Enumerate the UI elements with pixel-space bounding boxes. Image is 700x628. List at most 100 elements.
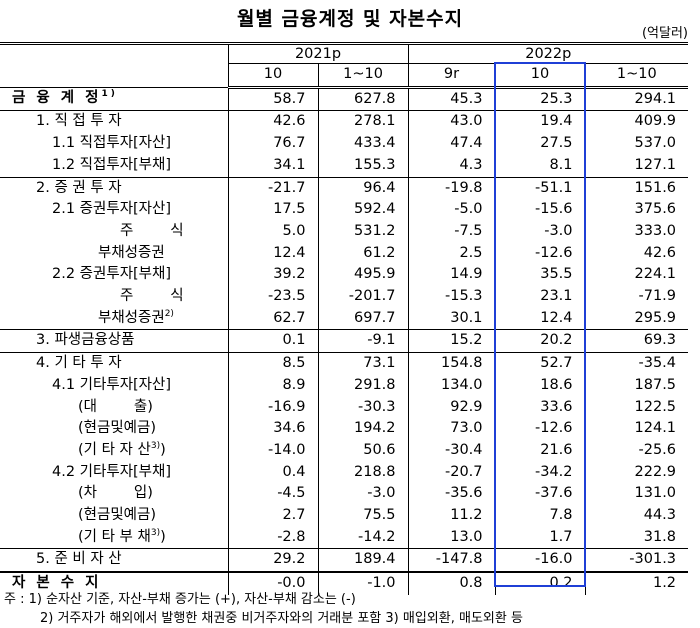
cell: 11.2 [407,505,496,527]
cell: 43.0 [407,110,496,134]
cell: 30.1 [407,307,496,331]
label-text: 주 식 [120,288,184,305]
label-text: 부채성증권 [98,309,165,326]
cell: 52.7 [494,352,586,375]
cell: -37.6 [494,483,586,506]
cell: -34.2 [494,461,586,484]
cell: 0.2 [494,572,586,595]
corner [0,42,228,88]
cell: 12.4 [494,307,586,331]
cell: 45.3 [407,87,496,112]
label-text: (기 타 부 채 [78,528,151,545]
cell: 433.4 [317,133,409,155]
table-row: 부채성증권2) 62.7 697.7 30.1 12.4 295.9 [0,307,689,331]
label-text: 4. 기 타 투 자 [36,355,122,372]
cell: 375.6 [584,199,689,221]
row-label: 4.1 기타투자[자산] [0,375,228,397]
label-text: 금 융 계 정 [12,90,102,107]
table-row: 1. 직 접 투 자 42.6 278.1 43.0 19.4 409.9 [0,110,689,134]
cell: -71.9 [584,286,689,308]
table-row: 4.1 기타투자[자산] 8.9 291.8 134.0 18.6 187.5 [0,374,689,397]
cell: -35.6 [407,483,496,506]
label-text: 1. 직 접 투 자 [36,113,122,130]
cell: -16.9 [227,396,318,419]
cell: 495.9 [317,264,409,287]
cell: -14.2 [317,526,409,550]
cell: 2.7 [227,505,318,527]
cell: 154.8 [407,352,496,375]
cell: 697.7 [317,307,409,331]
row-label: 금 융 계 정1) [0,87,228,112]
cell: 44.3 [584,505,689,527]
column-header: 9r [407,63,496,89]
row-label: 4.2 기타투자[부채] [0,462,228,484]
table-row: (기 타 자 산3)) -14.0 50.6 -30.4 21.6 -25.6 [0,439,689,462]
label-text: 4.1 기타투자[자산] [52,376,172,393]
label-text: (현금및예금) [78,420,157,437]
cell: -35.4 [584,352,689,375]
cell: 21.6 [494,439,586,462]
cell: -3.0 [317,483,409,506]
cell: 189.4 [317,548,409,574]
cell: 12.4 [227,242,318,265]
cell: 409.9 [584,110,689,134]
cell: 537.0 [584,133,689,155]
cell: -12.6 [494,242,586,265]
cell: 25.3 [494,87,586,112]
label-text: 1.1 직접투자[자산] [52,135,172,152]
table-row: (현금및예금) 34.6 194.2 73.0 -12.6 124.1 [0,418,689,440]
cell: 333.0 [584,220,689,243]
label-text: 5. 준 비 자 산 [36,551,122,568]
footnote: 주 : 1) 순자산 기준, 자산-부채 증가는 (+), 자산-부채 감소는 … [4,592,356,607]
cell: 61.2 [317,242,409,265]
table-row: (차 입) -4.5 -3.0 -35.6 -37.6 131.0 [0,483,689,506]
cell: 20.2 [494,329,586,354]
cell: 5.0 [227,220,318,243]
cell: 291.8 [317,374,409,397]
footnote-ref: 2) [164,308,174,319]
cell: -30.3 [317,396,409,419]
cell: 124.1 [584,418,689,440]
cell: 92.9 [407,396,496,419]
table-row: (기 타 부 채3)) -2.8 -14.2 13.0 1.7 31.8 [0,526,689,550]
cell: 8.9 [227,374,318,397]
cell: -3.0 [494,220,586,243]
row-label: 2.2 증권투자[부채] [0,264,228,286]
cell: -4.5 [227,483,318,506]
table-row: 주 식 5.0 531.2 -7.5 -3.0 333.0 [0,220,689,243]
table-row: 3. 파생금융상품 0.1 -9.1 15.2 20.2 69.3 [0,329,689,354]
cell: 34.1 [227,154,318,178]
cell: -20.7 [407,461,496,484]
cell: 151.6 [584,177,689,200]
cell: -201.7 [317,286,409,308]
label-text: (대 출) [78,398,153,415]
label-text: 주 식 [120,222,184,239]
row-label: 부채성증권 [0,243,228,265]
column-header: 1~10 [584,63,689,89]
cell: -2.8 [227,526,318,550]
cell: 23.1 [494,286,586,308]
table-row: 2.2 증권투자[부채] 39.2 495.9 14.9 35.5 224.1 [0,264,689,287]
cell: 8.5 [227,352,318,375]
cell: 134.0 [407,374,496,397]
table-row: 5. 준 비 자 산 29.2 189.4 -147.8 -16.0 -301.3 [0,548,689,574]
footnote-ref: 3) [150,527,161,538]
table-row: (대 출) -16.9 -30.3 92.9 33.6 122.5 [0,396,689,419]
cell: 0.8 [407,572,496,595]
cell: 222.9 [584,461,689,484]
label-text: (차 입) [78,485,153,502]
table-row: 1.2 직접투자[부채] 34.1 155.3 4.3 8.1 127.1 [0,154,689,178]
footnote-ref: 3) [150,441,161,452]
unit: (억달러) [641,26,688,41]
row-label: 2.1 증권투자[자산] [0,199,228,221]
cell: 34.6 [227,418,318,440]
table-row: 1.1 직접투자[자산] 76.7 433.4 47.4 27.5 537.0 [0,133,689,155]
cell: 194.2 [317,418,409,440]
label-text: ) [160,528,166,545]
cell: 127.1 [584,154,689,178]
cell: 76.7 [227,133,318,155]
cell: 17.5 [227,199,318,221]
cell: 592.4 [317,199,409,221]
cell: -12.6 [494,418,586,440]
